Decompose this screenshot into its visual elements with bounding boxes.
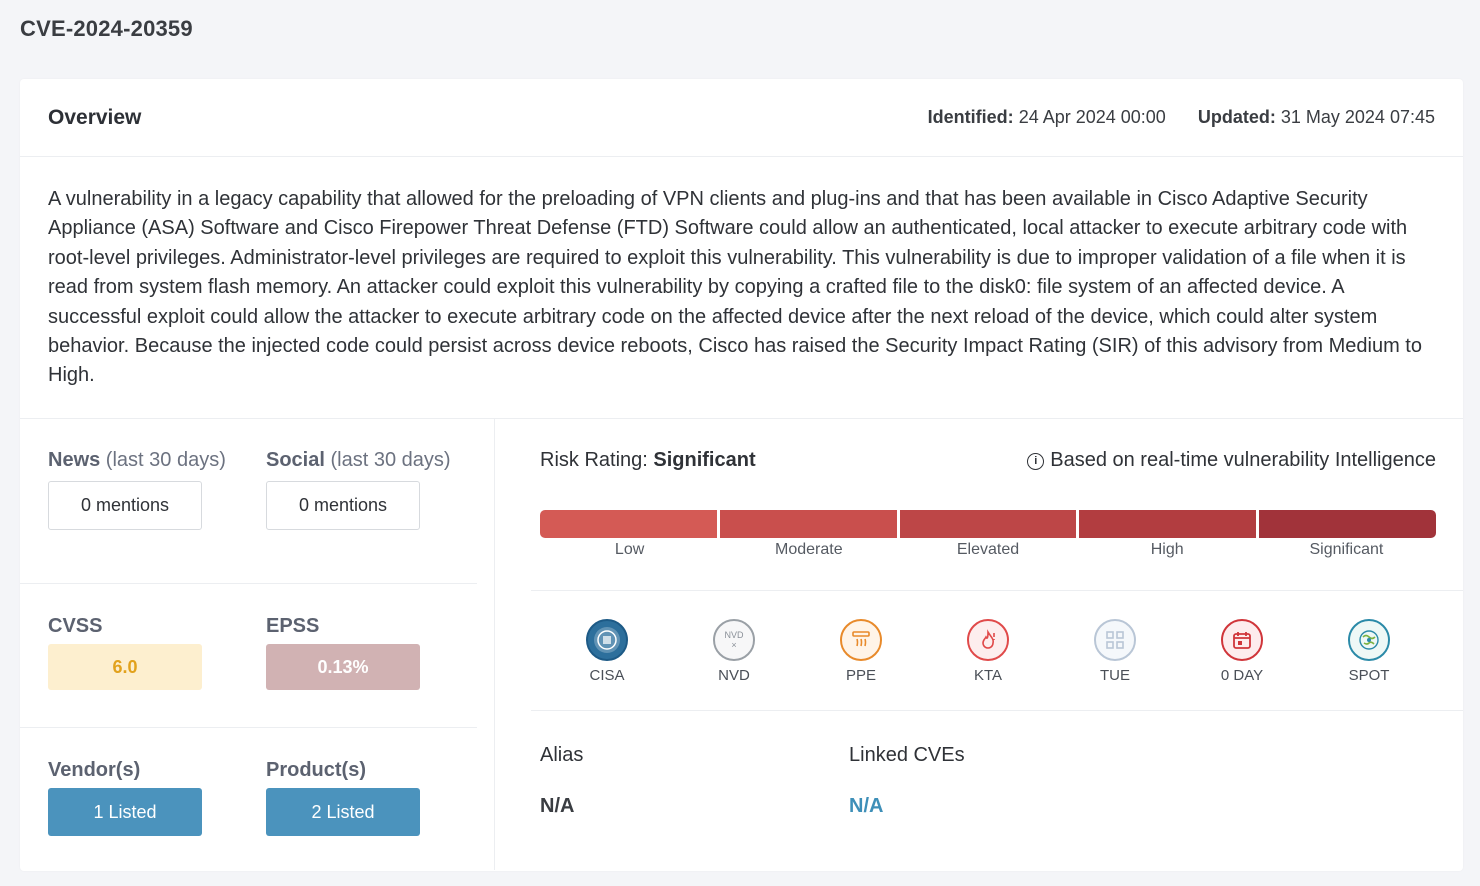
- product-listed-button[interactable]: 2 Listed: [266, 788, 420, 836]
- risk-segment-low: [540, 510, 717, 538]
- source-name: SPOT: [1348, 667, 1390, 684]
- alias-value: N/A: [540, 795, 575, 817]
- news-mentions-button[interactable]: 0 mentions: [48, 481, 202, 530]
- source-cisa[interactable]: CISA: [572, 619, 642, 684]
- risk-level-label: Low: [614, 541, 645, 558]
- info-icon: i: [1027, 453, 1045, 470]
- risk-level-label: High: [1150, 541, 1184, 558]
- risk-segment-moderate: [719, 510, 897, 538]
- source-tue[interactable]: TUE: [1080, 619, 1150, 684]
- ppe-icon: [840, 619, 882, 661]
- risk-segment-significant: [1259, 510, 1436, 538]
- risk-scale-labels: Low Moderate Elevated High Significant: [540, 541, 1436, 559]
- alias-label: Alias: [540, 744, 584, 766]
- source-name: 0 DAY: [1220, 667, 1264, 684]
- source-spot[interactable]: SPOT: [1334, 619, 1404, 684]
- news-label: News (last 30 days): [48, 449, 226, 471]
- source-nvd[interactable]: NVD × NVD: [699, 619, 769, 684]
- identified-value: 24 Apr 2024 00:00: [1018, 107, 1166, 127]
- linked-cves-label: Linked CVEs: [849, 744, 965, 766]
- linked-cves-value[interactable]: N/A: [849, 795, 884, 817]
- vendors-section: Vendor(s) 1 Listed Product(s) 2 Listed: [20, 728, 477, 870]
- divider: [531, 710, 1463, 711]
- source-0day[interactable]: 0 DAY: [1207, 619, 1277, 684]
- vendor-listed-button[interactable]: 1 Listed: [48, 788, 202, 836]
- cvss-label: CVSS: [48, 615, 103, 637]
- risk-info[interactable]: i Based on real-time vulnerability Intell…: [1027, 449, 1436, 472]
- metrics-column: News (last 30 days) 0 mentions Social (l…: [20, 419, 495, 870]
- divider: [531, 590, 1463, 591]
- source-ppe[interactable]: PPE: [826, 619, 896, 684]
- source-name: CISA: [589, 667, 625, 684]
- cisa-seal-icon: [586, 619, 628, 661]
- source-kta[interactable]: KTA: [953, 619, 1023, 684]
- risk-rating-value: Significant: [653, 449, 756, 471]
- overview-title: Overview: [48, 105, 142, 129]
- nvd-icon: NVD ×: [713, 619, 755, 661]
- social-cell: Social (last 30 days) 0 mentions: [266, 445, 466, 530]
- identified-label: Identified:: [927, 107, 1014, 127]
- source-name: PPE: [845, 667, 876, 684]
- risk-rating: Risk Rating: Significant: [540, 449, 756, 472]
- cvss-cell: CVSS 6.0: [48, 611, 248, 690]
- kta-flame-icon: [967, 619, 1009, 661]
- news-cell: News (last 30 days) 0 mentions: [48, 445, 248, 530]
- social-label: Social (last 30 days): [266, 449, 451, 471]
- risk-segment-elevated: [899, 510, 1077, 538]
- risk-info-text: Based on real-time vulnerability Intelli…: [1050, 449, 1436, 471]
- epss-score-badge: 0.13%: [266, 644, 420, 690]
- epss-cell: EPSS 0.13%: [266, 611, 466, 690]
- source-name: TUE: [1100, 667, 1130, 684]
- epss-label: EPSS: [266, 615, 320, 637]
- risk-rating-row: Risk Rating: Significant i Based on real-…: [540, 449, 1436, 472]
- risk-rating-label: Risk Rating:: [540, 449, 648, 471]
- source-name: KTA: [973, 667, 1003, 684]
- intel-sources: CISA NVD × NVD PPE: [572, 619, 1404, 684]
- scores-section: CVSS 6.0 EPSS 0.13%: [20, 584, 477, 728]
- page-title: CVE-2024-20359: [20, 16, 193, 41]
- risk-scale-bar: [540, 510, 1436, 538]
- overview-header: Overview Identified: 24 Apr 2024 00:00 U…: [20, 79, 1463, 157]
- risk-column: Risk Rating: Significant i Based on real-…: [513, 419, 1463, 870]
- updated-value: 31 May 2024 07:45: [1280, 107, 1435, 127]
- social-mentions-button[interactable]: 0 mentions: [266, 481, 420, 530]
- risk-level-label: Significant: [1309, 541, 1384, 558]
- cvss-score-badge: 6.0: [48, 644, 202, 690]
- mentions-section: News (last 30 days) 0 mentions Social (l…: [20, 419, 477, 584]
- calendar-icon: [1221, 619, 1263, 661]
- risk-level-label: Moderate: [775, 541, 843, 558]
- source-name: NVD: [718, 667, 750, 684]
- product-cell: Product(s) 2 Listed: [266, 755, 466, 836]
- details-section: News (last 30 days) 0 mentions Social (l…: [20, 419, 1463, 870]
- risk-level-label: Elevated: [956, 541, 1020, 558]
- cve-description: A vulnerability in a legacy capability t…: [20, 157, 1463, 419]
- tue-grid-icon: [1094, 619, 1136, 661]
- overview-meta: Identified: 24 Apr 2024 00:00 Updated: 3…: [928, 107, 1435, 128]
- risk-segment-high: [1079, 510, 1257, 538]
- overview-card: Overview Identified: 24 Apr 2024 00:00 U…: [20, 79, 1463, 871]
- spot-globe-icon: [1348, 619, 1390, 661]
- product-label: Product(s): [266, 759, 366, 781]
- updated-label: Updated:: [1197, 107, 1276, 127]
- vendor-label: Vendor(s): [48, 759, 141, 781]
- vendor-cell: Vendor(s) 1 Listed: [48, 755, 248, 836]
